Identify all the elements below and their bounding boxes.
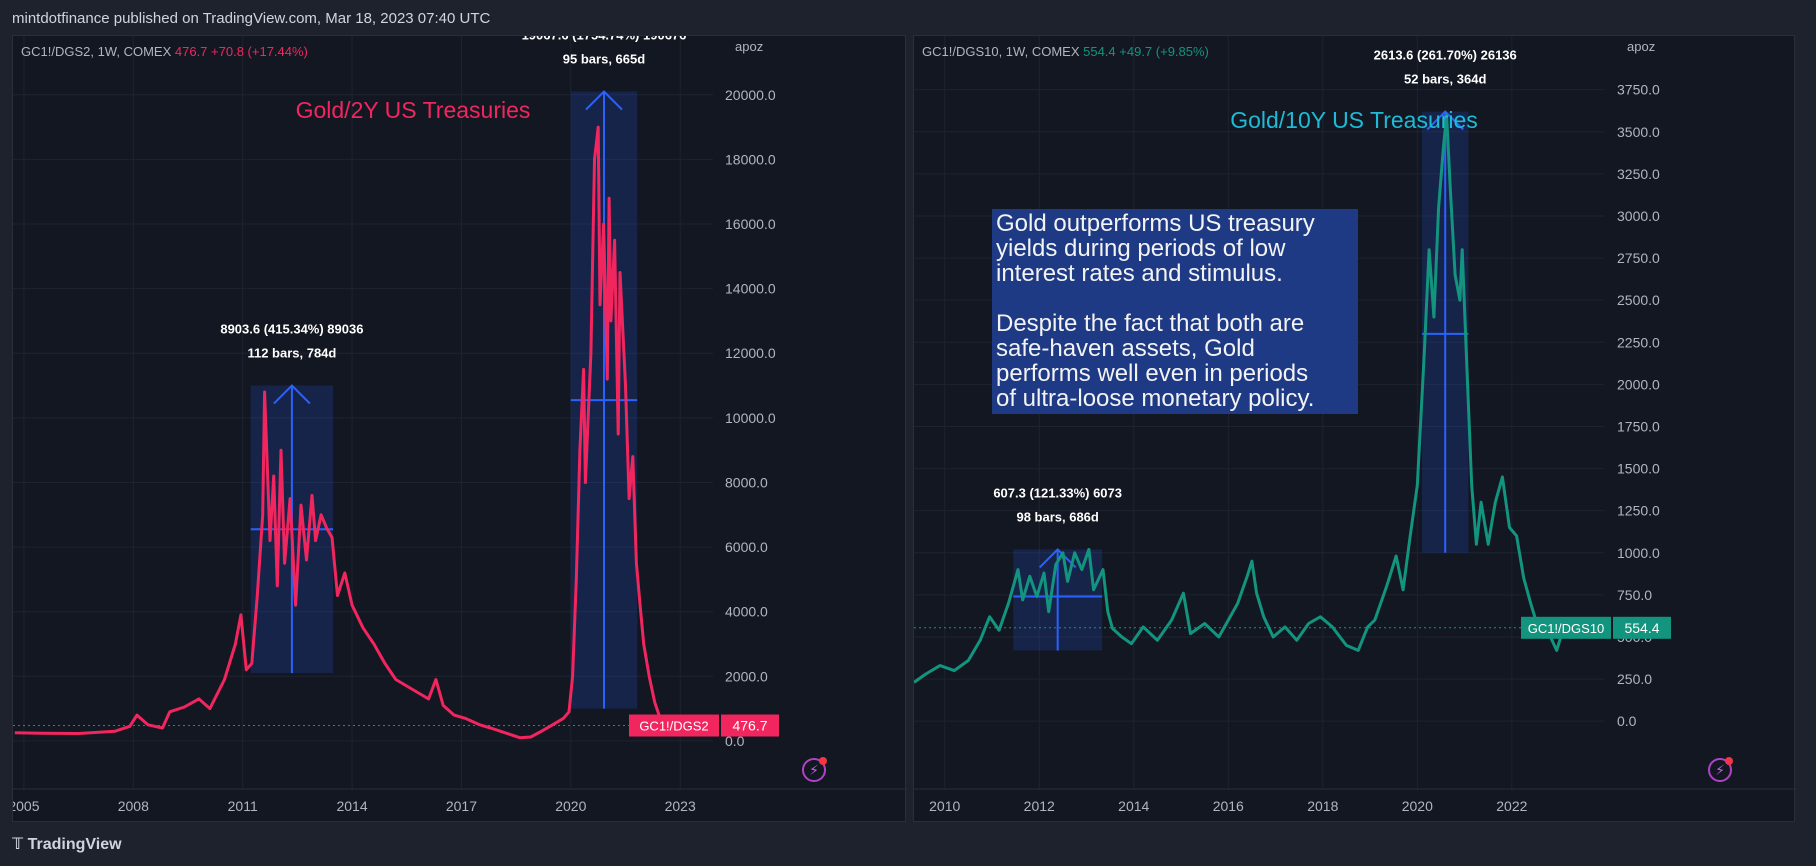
- y-tick-label: 3500.0: [1617, 124, 1660, 140]
- measure-label-bars: 98 bars, 686d: [1016, 509, 1098, 524]
- tv-logo-icon: 𝕋: [12, 836, 28, 853]
- right-series-line[interactable]: [914, 113, 1582, 684]
- symbol-tag-label: GC1!/DGS10: [1528, 621, 1605, 636]
- left-legend[interactable]: GC1!/DGS2, 1W, COMEX 476.7 +70.8 (+17.44…: [21, 44, 308, 59]
- left-chart-svg: 20000.0 18000.0 16000.0 14000.0 12000.0 10000…: [13, 36, 907, 814]
- y-tick-label: 6000.0: [725, 539, 768, 555]
- last-price-tag[interactable]: [1613, 616, 1671, 639]
- y-tick-label: 16000.0: [725, 216, 776, 232]
- measure-label-bars: 52 bars, 364d: [1404, 72, 1486, 87]
- last-price-value: 554.4: [1624, 620, 1659, 636]
- left-series-line[interactable]: [14, 125, 667, 740]
- last-price-value: 476.7: [732, 718, 767, 734]
- x-tick-label: 2023: [665, 798, 696, 814]
- y-tick-label: 250.0: [1617, 671, 1652, 687]
- measure-arrow: [273, 384, 311, 405]
- y-tick-label: 2750.0: [1617, 250, 1660, 266]
- x-tick-label: 2014: [1118, 798, 1149, 814]
- left-chart-pane[interactable]: 20000.0 18000.0 16000.0 14000.0 12000.0 10000…: [12, 35, 907, 822]
- x-tick-label: 2012: [1024, 798, 1055, 814]
- x-tick-label: 2016: [1213, 798, 1244, 814]
- y-tick-label: 3000.0: [1617, 208, 1660, 224]
- legend-last: 554.4: [1083, 44, 1119, 59]
- footer: 𝕋 TradingView: [0, 822, 1816, 866]
- y-tick-label: 2250.0: [1617, 334, 1660, 350]
- y-tick-label: 0.0: [1617, 713, 1637, 729]
- measure-label-value: 2613.6 (261.70%) 26136: [1374, 48, 1517, 63]
- legend-change: +49.7 (+9.85%): [1119, 44, 1209, 59]
- right-legend[interactable]: GC1!/DGS10, 1W, COMEX 554.4 +49.7 (+9.85…: [922, 44, 1209, 59]
- y-tick-label: 2000.0: [725, 668, 768, 684]
- notification-dot: [819, 757, 827, 765]
- x-tick-label: 2011: [228, 798, 258, 814]
- x-tick-label: 2020: [555, 798, 586, 814]
- measure-label-bars: 95 bars, 665d: [563, 52, 645, 67]
- last-price-tag[interactable]: [721, 714, 779, 737]
- annotation-box[interactable]: Gold outperforms US treasury yields duri…: [992, 209, 1358, 414]
- lightning-icon[interactable]: ⚡: [1708, 757, 1733, 782]
- x-tick-label: 2008: [118, 798, 149, 814]
- y-tick-label: 12000.0: [725, 345, 776, 361]
- brand-label: TradingView: [27, 836, 122, 853]
- y-tick-label: 750.0: [1617, 587, 1652, 603]
- measure-arrow: [1038, 547, 1077, 569]
- y-tick-label: 1500.0: [1617, 461, 1660, 477]
- publisher-line: mintdotfinance published on TradingView.…: [12, 10, 491, 27]
- y-tick-label: 1250.0: [1617, 503, 1660, 519]
- y-tick-label: 14000.0: [725, 281, 776, 297]
- right-chart-title: Gold/10Y US Treasuries: [1230, 107, 1478, 133]
- legend-last: 476.7: [175, 44, 211, 59]
- measure-label-bars: 112 bars, 784d: [247, 346, 336, 361]
- x-tick-label: 2005: [13, 798, 40, 814]
- legend-symbol: GC1!/DGS10, 1W, COMEX: [922, 44, 1083, 59]
- x-tick-label: 2022: [1496, 798, 1527, 814]
- scale-mode-label: apoz: [735, 39, 763, 54]
- measure-arrow: [585, 90, 623, 111]
- y-tick-label: 2000.0: [1617, 376, 1660, 392]
- symbol-price-tag[interactable]: [1521, 616, 1611, 639]
- measure-label-value: 8903.6 (415.34%) 89036: [220, 322, 363, 337]
- y-tick-label: 1000.0: [1617, 545, 1660, 561]
- lightning-icon[interactable]: ⚡: [802, 757, 827, 782]
- right-chart-pane[interactable]: 3750.0 3500.0 3250.0 3000.0 2750.0 2500.0 2250…: [913, 35, 1796, 822]
- x-tick-label: 2010: [929, 798, 960, 814]
- right-chart-svg: 3750.0 3500.0 3250.0 3000.0 2750.0 2500.0 2250…: [914, 36, 1796, 814]
- y-tick-label: 3750.0: [1617, 82, 1660, 98]
- x-tick-label: 2017: [446, 798, 477, 814]
- scale-mode-label: apoz: [1627, 39, 1655, 54]
- measure-label-value: 607.3 (121.33%) 6073: [993, 485, 1122, 500]
- notification-dot: [1725, 757, 1733, 765]
- y-tick-label: 4000.0: [725, 604, 768, 620]
- y-tick-label: 1750.0: [1617, 418, 1660, 434]
- x-tick-label: 2020: [1402, 798, 1433, 814]
- legend-change: +70.8 (+17.44%): [211, 44, 308, 59]
- left-chart-title: Gold/2Y US Treasuries: [296, 97, 531, 123]
- y-tick-label: 3250.0: [1617, 166, 1660, 182]
- measure-arrow: [1426, 110, 1464, 131]
- legend-symbol: GC1!/DGS2, 1W, COMEX: [21, 44, 175, 59]
- y-tick-label: 0.0: [725, 733, 745, 749]
- y-tick-label: 10000.0: [725, 410, 776, 426]
- top-bar: mintdotfinance published on TradingView.…: [0, 0, 1816, 36]
- tradingview-logo[interactable]: 𝕋 TradingView: [12, 834, 122, 854]
- measure-label-value: 19067.6 (1754.74%) 190676: [522, 36, 687, 43]
- y-tick-label: 20000.0: [725, 87, 776, 103]
- symbol-tag-label: GC1!/DGS2: [639, 719, 708, 734]
- x-tick-label: 2018: [1307, 798, 1338, 814]
- y-tick-label: 2500.0: [1617, 292, 1660, 308]
- y-tick-label: 18000.0: [725, 151, 776, 167]
- y-tick-label: 8000.0: [725, 474, 768, 490]
- x-tick-label: 2014: [336, 798, 367, 814]
- symbol-price-tag[interactable]: [629, 714, 719, 737]
